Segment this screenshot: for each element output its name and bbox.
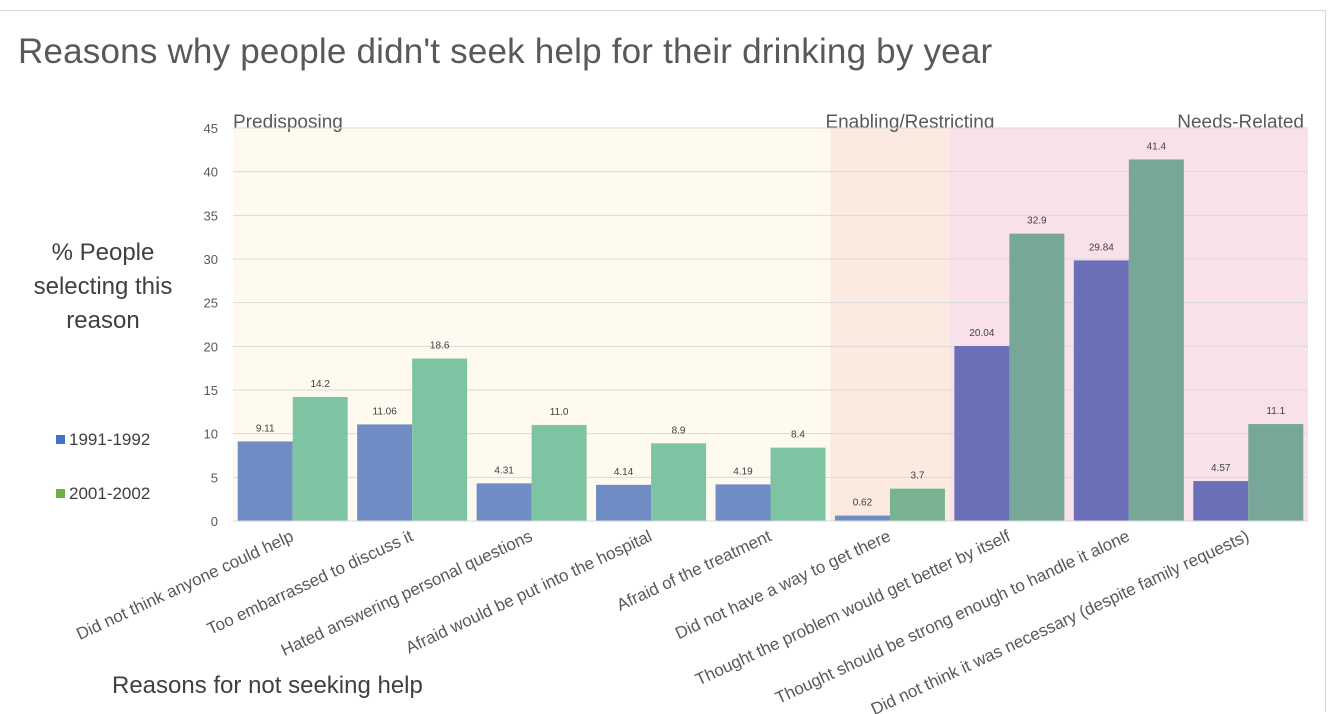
data-label-1991-1992-8: 4.57 — [1211, 463, 1231, 474]
bar-1991-1992-3 — [596, 484, 652, 521]
y-tick-label-45: 45 — [204, 121, 218, 136]
chart-title: Reasons why people didn't seek help for … — [18, 32, 993, 71]
data-label-1991-1992-6: 20.04 — [969, 328, 994, 339]
data-label-1991-1992-0: 9.11 — [256, 423, 275, 434]
data-label-2001-2002-7: 41.4 — [1147, 141, 1167, 152]
data-label-2001-2002-2: 11.0 — [550, 407, 569, 418]
y-tick-label-10: 10 — [204, 427, 218, 442]
data-label-1991-1992-1: 11.06 — [373, 406, 398, 417]
data-label-2001-2002-4: 8.4 — [791, 430, 805, 441]
x-tick-label-5: Did not have a way to get there — [672, 526, 893, 643]
bar-2001-2002-5 — [889, 488, 945, 521]
y-tick-label-15: 15 — [204, 383, 218, 398]
group-label-needs-related: Needs-Related — [1177, 112, 1304, 133]
x-axis-label: Reasons for not seeking help — [112, 672, 423, 699]
bar-2001-2002-7 — [1128, 159, 1184, 521]
data-label-2001-2002-6: 32.9 — [1027, 216, 1047, 227]
bar-2001-2002-1 — [412, 358, 468, 521]
bar-1991-1992-4 — [715, 484, 771, 521]
legend-item-2001-2002: 2001-2002 — [56, 484, 150, 504]
x-tick-label-0: Did not think anyone could help — [73, 526, 296, 643]
data-label-2001-2002-1: 18.6 — [430, 341, 450, 352]
bar-1991-1992-2 — [476, 483, 532, 521]
legend-item-1991-1992: 1991-1992 — [56, 430, 150, 450]
data-label-2001-2002-8: 11.1 — [1266, 406, 1285, 417]
data-label-2001-2002-5: 3.7 — [910, 471, 924, 482]
bar-1991-1992-7 — [1073, 260, 1129, 521]
y-tick-label-20: 20 — [204, 339, 218, 354]
y-tick-label-30: 30 — [204, 252, 218, 267]
data-label-1991-1992-2: 4.31 — [494, 465, 514, 476]
data-label-1991-1992-4: 4.19 — [733, 466, 753, 477]
y-tick-label-0: 0 — [211, 514, 218, 529]
group-band-enabling-restricting — [830, 128, 950, 521]
y-tick-label-25: 25 — [204, 296, 218, 311]
x-tick-label-1: Too embarrassed to discuss it — [204, 526, 416, 638]
legend-swatch-2001-2002 — [56, 489, 65, 498]
bar-1991-1992-5 — [834, 515, 890, 521]
legend-swatch-1991-1992 — [56, 435, 65, 444]
bar-2001-2002-8 — [1248, 424, 1304, 521]
bar-1991-1992-6 — [954, 345, 1010, 521]
y-tick-label-5: 5 — [211, 470, 218, 485]
legend-label-1991-1992: 1991-1992 — [69, 430, 151, 449]
chart-frame — [0, 10, 1326, 712]
bar-2001-2002-3 — [651, 443, 707, 521]
data-label-2001-2002-3: 8.9 — [672, 425, 686, 436]
data-label-1991-1992-5: 0.62 — [853, 498, 873, 509]
bar-1991-1992-1 — [357, 424, 413, 521]
legend-label-2001-2002: 2001-2002 — [69, 484, 151, 503]
data-label-1991-1992-3: 4.14 — [614, 467, 634, 478]
data-label-1991-1992-7: 29.84 — [1089, 242, 1114, 253]
group-label-predisposing: Predisposing — [233, 112, 343, 133]
bar-2001-2002-6 — [1009, 233, 1065, 521]
y-tick-label-40: 40 — [204, 165, 218, 180]
bar-2001-2002-4 — [770, 447, 826, 521]
data-label-2001-2002-0: 14.2 — [310, 379, 330, 390]
bar-2001-2002-0 — [292, 396, 348, 521]
bar-1991-1992-0 — [237, 441, 293, 521]
bar-2001-2002-2 — [531, 424, 587, 521]
y-tick-label-35: 35 — [204, 208, 218, 223]
y-axis-label: % People selecting this reason — [33, 239, 173, 334]
bar-1991-1992-8 — [1193, 481, 1249, 521]
